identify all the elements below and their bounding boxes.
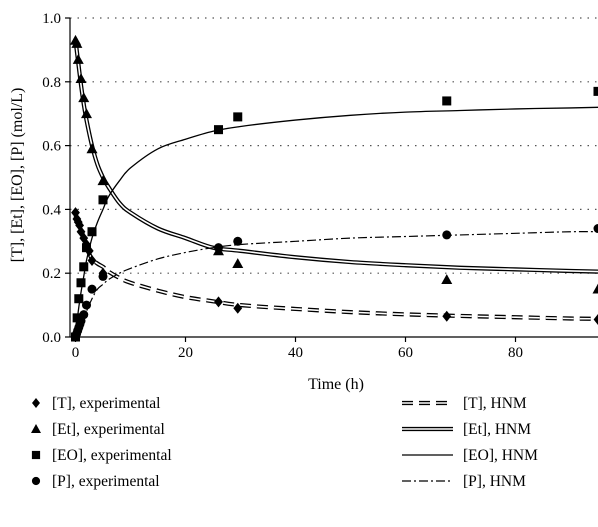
- point-eoexperimental: [98, 195, 108, 205]
- point-texperimental: [87, 254, 97, 266]
- x-tick-label: 60: [398, 345, 413, 361]
- point-pexperimental: [593, 224, 598, 234]
- x-axis-title: Time (h): [308, 376, 364, 393]
- y-tick-label: 0.6: [42, 139, 61, 155]
- point-etexperimental: [75, 73, 87, 84]
- legend-label-eohnm: [EO], HNM: [463, 447, 538, 464]
- x-tick-label: 0: [72, 345, 80, 361]
- x-tick-label: 80: [508, 345, 523, 361]
- point-pexperimental: [81, 300, 92, 310]
- axes: [65, 17, 598, 342]
- point-eoexperimental: [76, 278, 86, 288]
- legend-label-thnm: [T], HNM: [463, 395, 527, 412]
- point-etexperimental: [72, 53, 84, 64]
- model-curves: [73, 40, 598, 338]
- y-tick-label: 1.0: [42, 11, 61, 27]
- point-etexperimental: [71, 38, 83, 48]
- experimental-points: [70, 34, 598, 342]
- legend-marker-etexperimental: [31, 424, 41, 433]
- point-etexperimental: [86, 143, 98, 154]
- y-tick-labels: 0.0 0.2 0.4 0.6 0.8 1.0: [42, 11, 61, 346]
- y-tick-label: 0.4: [42, 202, 61, 218]
- legend-marker-eoexperimental: [31, 450, 41, 460]
- curve-thnm: [73, 214, 598, 321]
- point-eoexperimental: [79, 262, 89, 272]
- legend-marker-texperimental: [32, 398, 40, 408]
- x-tick-label: 40: [288, 345, 303, 361]
- point-pexperimental: [87, 284, 97, 294]
- point-pexperimental: [442, 230, 452, 240]
- point-texperimental: [214, 296, 223, 308]
- point-pexperimental: [79, 310, 89, 320]
- point-texperimental: [233, 302, 243, 314]
- curve-ethnm-inner: [74, 40, 598, 273]
- grid-lines: [70, 17, 598, 274]
- curve-thnm-inner: [74, 215, 598, 320]
- point-etexperimental: [78, 92, 90, 103]
- point-pexperimental: [98, 271, 108, 281]
- point-eoexperimental: [233, 112, 243, 122]
- y-tick-label: 0.0: [42, 330, 61, 346]
- legend-label-phnm: [P], HNM: [463, 473, 526, 490]
- y-tick-label: 0.2: [42, 266, 61, 282]
- curve-eohnm: [74, 106, 598, 338]
- legend-label-pexperimental: [P], experimental: [52, 473, 160, 490]
- x-tick-label: 20: [178, 345, 193, 361]
- point-etexperimental: [97, 175, 109, 186]
- point-eoexperimental: [213, 125, 224, 135]
- point-pexperimental: [233, 236, 243, 246]
- y-axis-title: [T], [Et], [EO], [P] (mol/L): [9, 88, 26, 263]
- legend-marker-pexperimental: [31, 476, 41, 486]
- point-etexperimental: [232, 258, 244, 269]
- y-tick-label: 0.8: [42, 75, 61, 91]
- point-etexperimental: [81, 108, 92, 119]
- point-eoexperimental: [72, 313, 82, 323]
- point-etexperimental: [441, 274, 453, 284]
- x-tick-labels: 0 20 40 60 80: [72, 345, 523, 361]
- point-texperimental: [442, 310, 452, 322]
- legend-label-texperimental: [T], experimental: [52, 395, 160, 412]
- point-texperimental: [593, 313, 598, 325]
- curve-phnm: [75, 231, 598, 338]
- legend-label-eoexperimental: [EO], experimental: [52, 447, 172, 464]
- point-eoexperimental: [593, 86, 598, 96]
- legend-label-etexperimental: [Et], experimental: [52, 421, 165, 438]
- point-pexperimental: [213, 243, 224, 253]
- curve-ethnm: [73, 40, 598, 274]
- point-eoexperimental: [87, 227, 97, 237]
- point-etexperimental: [592, 283, 598, 294]
- legend-label-ethnm: [Et], HNM: [463, 421, 531, 438]
- point-eoexperimental: [74, 294, 84, 304]
- legend: [T], experimental [Et], experimental [EO],…: [31, 395, 538, 490]
- point-eoexperimental: [81, 243, 92, 253]
- point-eoexperimental: [442, 96, 452, 106]
